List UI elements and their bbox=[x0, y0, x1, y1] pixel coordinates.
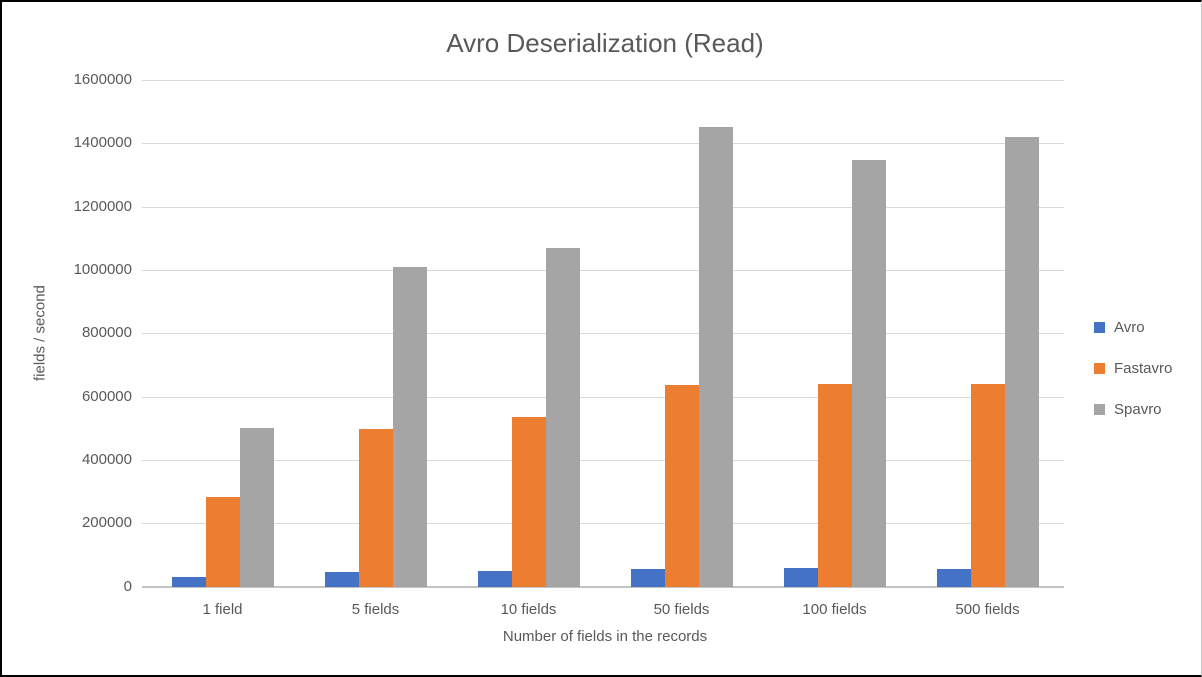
y-tick-label: 1600000 bbox=[73, 71, 132, 88]
bar-fastavro-50-fields bbox=[665, 385, 699, 587]
bar-avro-50-fields bbox=[631, 569, 665, 587]
chart-title: Avro Deserialization (Read) bbox=[446, 28, 764, 58]
x-tick-label: 1 field bbox=[202, 601, 243, 618]
bar-fastavro-500-fields bbox=[971, 384, 1005, 587]
x-axis-line bbox=[142, 586, 1064, 588]
y-tick-label: 0 bbox=[123, 577, 132, 595]
gridline bbox=[142, 143, 1064, 145]
gridline bbox=[142, 396, 1064, 398]
y-tick-label: 400000 bbox=[81, 450, 132, 468]
bar-fastavro-100-fields bbox=[818, 384, 852, 587]
bar-spavro-5-fields bbox=[393, 267, 427, 587]
gridline bbox=[142, 80, 1064, 81]
legend-swatch-icon bbox=[1094, 403, 1105, 415]
bar-avro-10-fields bbox=[478, 571, 512, 587]
bar-avro-500-fields bbox=[937, 569, 971, 587]
bar-fastavro-10-fields bbox=[512, 417, 546, 587]
y-tick-label: 800000 bbox=[81, 324, 132, 342]
y-tick-label: 1200000 bbox=[73, 197, 132, 215]
bar-fastavro-1-field bbox=[206, 497, 240, 587]
legend-item-spavro: Spavro bbox=[1094, 397, 1172, 421]
gridline bbox=[142, 206, 1064, 208]
legend: Avro Fastavro Spavro bbox=[1094, 315, 1172, 438]
bar-avro-5-fields bbox=[325, 572, 359, 587]
bar-avro-1-field bbox=[172, 577, 206, 587]
x-tick-label: 10 fields bbox=[500, 601, 557, 618]
bar-spavro-10-fields bbox=[546, 248, 580, 587]
legend-item-avro: Avro bbox=[1094, 315, 1172, 339]
gridline bbox=[142, 459, 1064, 461]
bar-spavro-500-fields bbox=[1005, 137, 1039, 587]
x-tick-label: 50 fields bbox=[653, 601, 710, 618]
bar-fastavro-5-fields bbox=[359, 429, 393, 587]
legend-label: Avro bbox=[1114, 318, 1145, 336]
legend-swatch-icon bbox=[1094, 321, 1105, 333]
legend-swatch-icon bbox=[1094, 362, 1105, 374]
legend-label: Fastavro bbox=[1114, 359, 1173, 377]
bar-spavro-100-fields bbox=[852, 160, 886, 587]
gridline bbox=[142, 269, 1064, 271]
x-axis-title: Number of fields in the records bbox=[502, 628, 708, 645]
bar-spavro-50-fields bbox=[699, 127, 733, 587]
gridline bbox=[142, 523, 1064, 525]
y-tick-label: 1000000 bbox=[73, 260, 132, 278]
y-tick-label: 600000 bbox=[81, 387, 132, 405]
bar-avro-100-fields bbox=[784, 568, 818, 587]
x-tick-label: 100 fields bbox=[802, 601, 867, 618]
bar-spavro-1-field bbox=[240, 428, 274, 587]
y-tick-label: 200000 bbox=[81, 514, 132, 532]
x-tick-label: 5 fields bbox=[351, 601, 400, 618]
legend-item-fastavro: Fastavro bbox=[1094, 356, 1172, 380]
legend-label: Spavro bbox=[1114, 400, 1162, 418]
gridline bbox=[142, 333, 1064, 335]
x-tick-label: 500 fields bbox=[955, 601, 1020, 618]
y-tick-label: 1400000 bbox=[73, 134, 132, 152]
